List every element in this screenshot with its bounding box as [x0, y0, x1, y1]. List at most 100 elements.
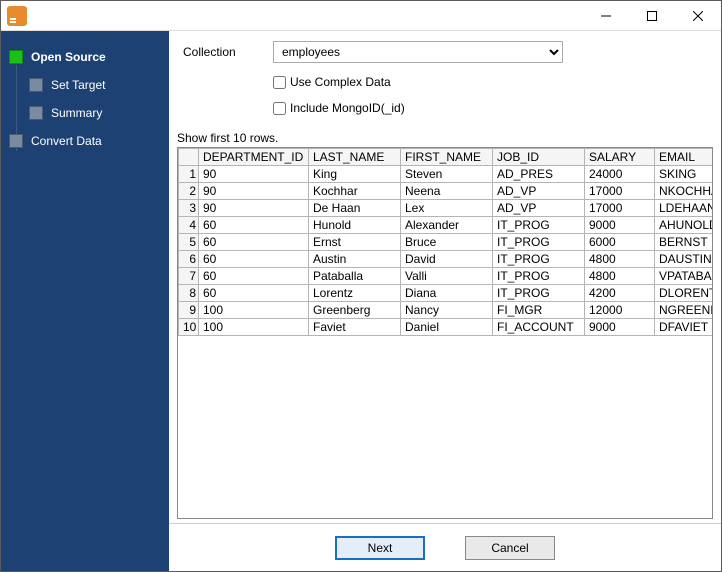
cell[interactable]: Greenberg — [309, 302, 401, 319]
cell[interactable]: SKING — [655, 166, 713, 183]
cell[interactable]: IT_PROG — [493, 285, 585, 302]
cell[interactable]: IT_PROG — [493, 234, 585, 251]
cell[interactable]: AD_PRES — [493, 166, 585, 183]
cell[interactable]: David — [401, 251, 493, 268]
cell[interactable]: 12000 — [585, 302, 655, 319]
include-id-checkbox[interactable]: Include MongoID(_id) — [273, 101, 405, 115]
cell[interactable]: 9000 — [585, 217, 655, 234]
cell[interactable]: 100 — [199, 302, 309, 319]
data-grid: DEPARTMENT_IDLAST_NAMEFIRST_NAMEJOB_IDSA… — [177, 147, 713, 519]
step-convert[interactable]: Convert Data — [1, 127, 169, 155]
cell[interactable]: Hunold — [309, 217, 401, 234]
cell[interactable]: Alexander — [401, 217, 493, 234]
cell[interactable]: 24000 — [585, 166, 655, 183]
row-number: 7 — [179, 268, 199, 285]
cell[interactable]: AHUNOLD — [655, 217, 713, 234]
cell[interactable]: 60 — [199, 234, 309, 251]
cell[interactable]: 60 — [199, 217, 309, 234]
cell[interactable]: FI_MGR — [493, 302, 585, 319]
column-header[interactable]: LAST_NAME — [309, 149, 401, 166]
cell[interactable]: Steven — [401, 166, 493, 183]
cell[interactable]: 4800 — [585, 251, 655, 268]
step-summary[interactable]: Summary — [1, 99, 169, 127]
cell[interactable]: NGREENBE — [655, 302, 713, 319]
table-row[interactable]: 9100GreenbergNancyFI_MGR12000NGREENBE — [179, 302, 713, 319]
column-header[interactable]: SALARY — [585, 149, 655, 166]
rownum-header — [179, 149, 199, 166]
cell[interactable]: 4800 — [585, 268, 655, 285]
cell[interactable]: AD_VP — [493, 200, 585, 217]
row-number: 1 — [179, 166, 199, 183]
grid-hscrollbar[interactable] — [178, 501, 712, 518]
cell[interactable]: VPATABAL — [655, 268, 713, 285]
cancel-button[interactable]: Cancel — [465, 536, 555, 560]
close-button[interactable] — [675, 1, 721, 31]
cell[interactable]: DAUSTIN — [655, 251, 713, 268]
cell[interactable]: 90 — [199, 183, 309, 200]
cell[interactable]: 90 — [199, 166, 309, 183]
table-row[interactable]: 290KochharNeenaAD_VP17000NKOCHHAR — [179, 183, 713, 200]
cell[interactable]: NKOCHHAR — [655, 183, 713, 200]
table-row[interactable]: 190KingStevenAD_PRES24000SKING — [179, 166, 713, 183]
table-row[interactable]: 560ErnstBruceIT_PROG6000BERNST — [179, 234, 713, 251]
table-row[interactable]: 760PataballaValliIT_PROG4800VPATABAL — [179, 268, 713, 285]
main-panel: Collection employees Use Complex Data — [169, 31, 721, 571]
cell[interactable]: IT_PROG — [493, 251, 585, 268]
cell[interactable]: Lex — [401, 200, 493, 217]
table-row[interactable]: 460HunoldAlexanderIT_PROG9000AHUNOLD — [179, 217, 713, 234]
cell[interactable]: Nancy — [401, 302, 493, 319]
use-complex-input[interactable] — [273, 76, 286, 89]
cell[interactable]: 9000 — [585, 319, 655, 336]
step-open-source[interactable]: Open Source — [1, 43, 169, 71]
table-row[interactable]: 10100FavietDanielFI_ACCOUNT9000DFAVIET — [179, 319, 713, 336]
cell[interactable]: Ernst — [309, 234, 401, 251]
cell[interactable]: 6000 — [585, 234, 655, 251]
cell[interactable]: FI_ACCOUNT — [493, 319, 585, 336]
cell[interactable]: IT_PROG — [493, 217, 585, 234]
maximize-button[interactable] — [629, 1, 675, 31]
table-row[interactable]: 660AustinDavidIT_PROG4800DAUSTIN — [179, 251, 713, 268]
cell[interactable]: King — [309, 166, 401, 183]
table-row[interactable]: 390De HaanLexAD_VP17000LDEHAAN — [179, 200, 713, 217]
cell[interactable]: Valli — [401, 268, 493, 285]
column-header[interactable]: DEPARTMENT_ID — [199, 149, 309, 166]
minimize-button[interactable] — [583, 1, 629, 31]
cell[interactable]: 60 — [199, 285, 309, 302]
next-button[interactable]: Next — [335, 536, 425, 560]
row-number: 8 — [179, 285, 199, 302]
use-complex-checkbox[interactable]: Use Complex Data — [273, 75, 391, 89]
cell[interactable]: 17000 — [585, 200, 655, 217]
row-number: 9 — [179, 302, 199, 319]
cell[interactable]: Kochhar — [309, 183, 401, 200]
cell[interactable]: 100 — [199, 319, 309, 336]
cell[interactable]: Neena — [401, 183, 493, 200]
include-id-input[interactable] — [273, 102, 286, 115]
cell[interactable]: 17000 — [585, 183, 655, 200]
cell[interactable]: AD_VP — [493, 183, 585, 200]
cell[interactable]: Austin — [309, 251, 401, 268]
cell[interactable]: Diana — [401, 285, 493, 302]
cell[interactable]: DLORENTZ — [655, 285, 713, 302]
collection-select[interactable]: employees — [273, 41, 563, 63]
cell[interactable]: Bruce — [401, 234, 493, 251]
step-set-target[interactable]: Set Target — [1, 71, 169, 99]
cell[interactable]: Faviet — [309, 319, 401, 336]
column-header[interactable]: EMAIL — [655, 149, 713, 166]
table-row[interactable]: 860LorentzDianaIT_PROG4200DLORENTZ — [179, 285, 713, 302]
cell[interactable]: Daniel — [401, 319, 493, 336]
cell[interactable]: LDEHAAN — [655, 200, 713, 217]
cell[interactable]: Pataballa — [309, 268, 401, 285]
cell[interactable]: BERNST — [655, 234, 713, 251]
cell[interactable]: 90 — [199, 200, 309, 217]
titlebar — [1, 1, 721, 31]
cell[interactable]: DFAVIET — [655, 319, 713, 336]
column-header[interactable]: JOB_ID — [493, 149, 585, 166]
cell[interactable]: Lorentz — [309, 285, 401, 302]
column-header[interactable]: FIRST_NAME — [401, 149, 493, 166]
cell[interactable]: De Haan — [309, 200, 401, 217]
cell[interactable]: IT_PROG — [493, 268, 585, 285]
cell[interactable]: 60 — [199, 251, 309, 268]
cell[interactable]: 4200 — [585, 285, 655, 302]
wizard-footer: Next Cancel — [169, 523, 721, 571]
cell[interactable]: 60 — [199, 268, 309, 285]
